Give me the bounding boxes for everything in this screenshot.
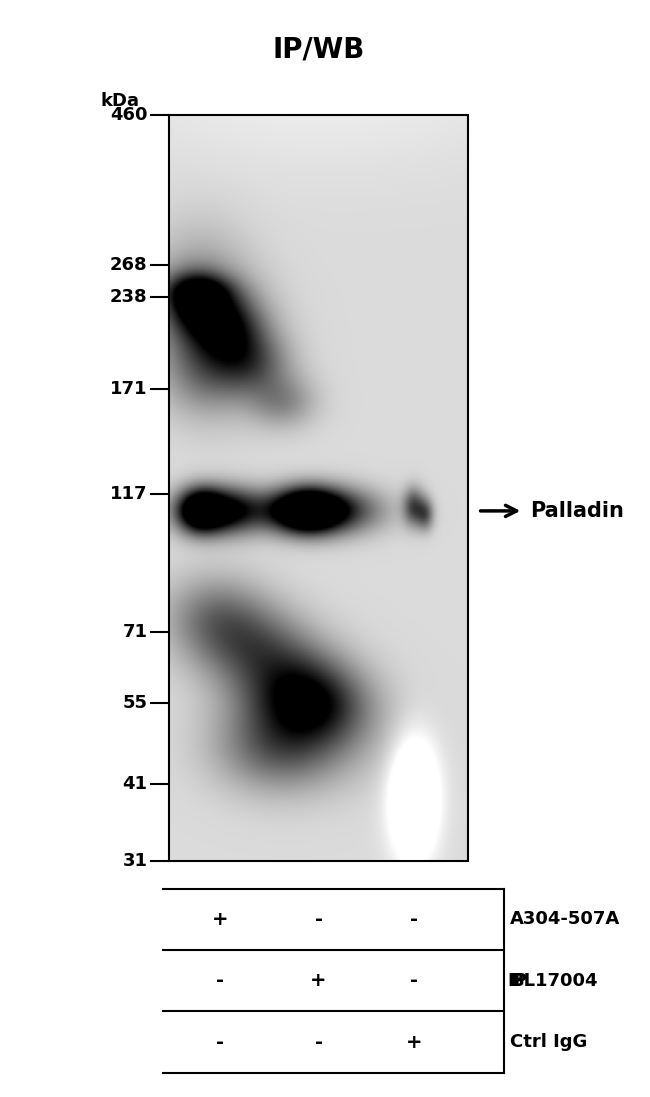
Text: -: - xyxy=(410,909,418,929)
Text: +: + xyxy=(406,1032,422,1052)
Text: BL17004: BL17004 xyxy=(510,972,598,989)
Text: 238: 238 xyxy=(110,289,148,306)
Text: 268: 268 xyxy=(110,256,148,273)
Text: 460: 460 xyxy=(110,106,148,124)
Text: 31: 31 xyxy=(123,852,148,870)
Text: IP: IP xyxy=(507,972,526,989)
Text: -: - xyxy=(410,971,418,991)
Text: 117: 117 xyxy=(110,485,148,502)
Text: -: - xyxy=(315,1032,322,1052)
Text: +: + xyxy=(212,909,228,929)
Text: 41: 41 xyxy=(123,774,148,793)
Text: -: - xyxy=(216,971,224,991)
Text: 71: 71 xyxy=(123,623,148,641)
Text: -: - xyxy=(216,1032,224,1052)
Text: 171: 171 xyxy=(110,380,148,398)
Text: Ctrl IgG: Ctrl IgG xyxy=(510,1033,588,1051)
Text: A304-507A: A304-507A xyxy=(510,911,621,928)
Text: kDa: kDa xyxy=(101,92,140,110)
Text: IP/WB: IP/WB xyxy=(272,35,365,64)
Text: Palladin: Palladin xyxy=(530,501,623,521)
Text: +: + xyxy=(310,971,327,991)
Text: -: - xyxy=(315,909,322,929)
Text: 55: 55 xyxy=(123,693,148,712)
